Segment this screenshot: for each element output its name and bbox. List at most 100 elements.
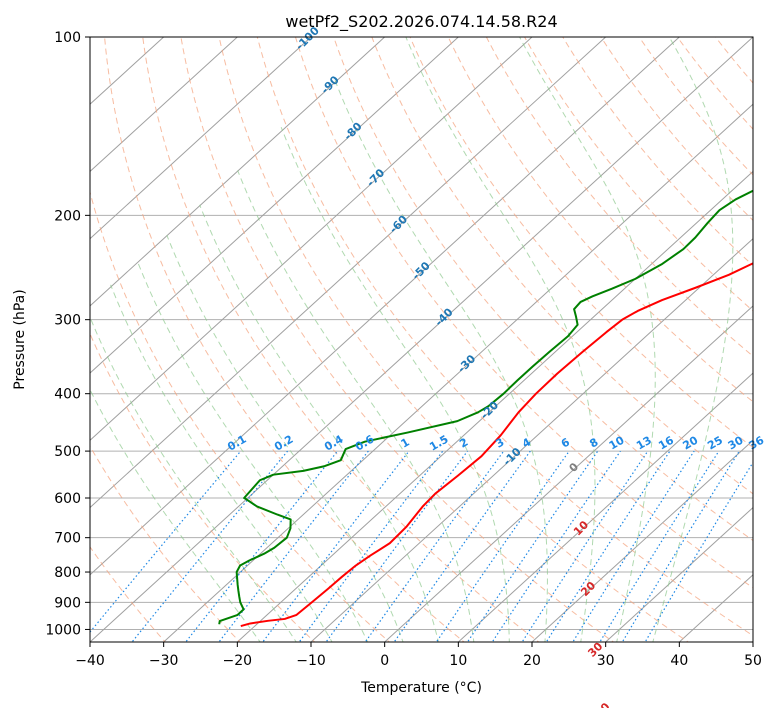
isotherm-line (90, 37, 753, 642)
dewpoint-profile (218, 189, 753, 625)
isotherm-line (604, 506, 753, 642)
x-tick-label: −40 (75, 653, 105, 669)
mixing-ratio-label: 6 (559, 435, 572, 450)
isotherm-label: -30 (455, 352, 478, 375)
mixing-ratio-label: 13 (634, 434, 654, 453)
mixing-ratio-line (393, 450, 531, 642)
dry-adiabat (294, 37, 753, 589)
isotherm-label: -20 (478, 398, 501, 421)
x-tick-label: 20 (523, 653, 541, 669)
isotherm-label: -70 (364, 166, 387, 189)
isotherm-line (90, 37, 607, 509)
y-tick-label: 1000 (45, 622, 81, 638)
dry-adiabat (447, 37, 753, 403)
dry-adiabat (90, 332, 316, 642)
mixing-ratio-line (435, 450, 570, 642)
mixing-ratio-label: 1 (399, 436, 412, 451)
mixing-ratio-label: 0.4 (322, 432, 346, 453)
mixing-ratio-label: 2 (457, 436, 470, 451)
isotherm-label: -40 (432, 305, 455, 328)
dry-adiabat (409, 37, 753, 449)
dry-adiabat (371, 37, 753, 495)
isotherm-line (90, 37, 681, 576)
y-axis-label: Pressure (hPa) (12, 289, 28, 389)
mixing-ratio-line (644, 461, 753, 642)
mixing-ratio-line (131, 450, 289, 642)
isotherm-label: -60 (387, 213, 410, 236)
mixing-ratio-label: 36 (746, 433, 766, 452)
x-tick-label: 50 (744, 653, 762, 669)
mixing-ratio-line (521, 450, 649, 642)
moist-adiabat (334, 79, 548, 642)
isotherm-line (236, 170, 753, 642)
isotherm-label: 20 (578, 579, 598, 599)
y-tick-label: 200 (54, 208, 81, 224)
x-tick-label: 0 (380, 653, 389, 669)
isotherm-label: 0 (567, 460, 582, 475)
mixing-ratio-line (325, 450, 469, 642)
y-tick-label: 800 (54, 565, 81, 581)
isotherm-line (90, 37, 386, 307)
y-tick-label: 600 (54, 491, 81, 507)
dry-adiabat (333, 37, 753, 542)
x-tick-label: 10 (449, 653, 467, 669)
y-tick-label: 400 (54, 387, 81, 403)
dry-adiabat (90, 190, 391, 642)
dry-adiabat (600, 37, 753, 221)
mixing-ratio-line (364, 450, 505, 642)
y-tick-label: 500 (54, 444, 81, 460)
dry-adiabat (142, 37, 540, 642)
dry-adiabat (90, 546, 166, 642)
mixing-ratio-line (599, 450, 720, 642)
isotherm-line (383, 305, 753, 642)
isotherm-line (90, 37, 533, 442)
moist-adiabat (90, 315, 297, 642)
moist-adiabat (199, 204, 439, 642)
y-tick-label: 100 (54, 30, 81, 46)
x-tick-label: −30 (149, 653, 179, 669)
mixing-ratio-line (621, 450, 740, 642)
mixing-ratio-label: 25 (705, 434, 725, 453)
isotherm-label: -90 (319, 73, 342, 96)
moist-adiabat (110, 284, 333, 642)
isotherm-line (457, 372, 753, 642)
mixing-ratio-line (545, 450, 671, 642)
isotherm-label: 10 (571, 518, 591, 538)
mixing-ratio-line (466, 450, 599, 642)
mixing-ratio-line (298, 450, 444, 642)
mixing-ratio-line (218, 450, 369, 642)
y-tick-label: 700 (54, 531, 81, 547)
chart-title: wetPf2_S202.2026.074.14.58.R24 (285, 12, 557, 32)
moist-adiabat (280, 127, 510, 642)
mixing-ratio-line (185, 450, 339, 642)
isotherm-line (310, 237, 753, 642)
y-tick-label: 300 (54, 313, 81, 329)
dry-adiabat (104, 37, 465, 642)
plot-frame (89, 36, 754, 643)
mixing-ratio-line (491, 450, 621, 642)
x-tick-label: −20 (223, 653, 253, 669)
moist-adiabat (652, 37, 734, 642)
isotherm-line (531, 439, 753, 642)
mixing-ratio-label: 8 (587, 436, 600, 451)
x-tick-label: 40 (670, 653, 688, 669)
isotherm-label: -50 (410, 259, 433, 282)
dry-adiabat (180, 37, 615, 642)
isotherm-line (678, 574, 753, 642)
mixing-ratio-label: 0.2 (272, 433, 295, 454)
isotherm-line (90, 37, 239, 173)
isotherm-line (752, 641, 753, 642)
temperature-profile (240, 262, 753, 628)
x-tick-label: −10 (296, 653, 326, 669)
mixing-ratio-label: 16 (656, 433, 676, 452)
mixing-ratio-line (262, 450, 410, 642)
x-tick-label: 30 (597, 653, 615, 669)
x-axis-label: Temperature (°C) (360, 680, 482, 696)
moist-adiabat (518, 37, 656, 642)
isotherm-line (162, 103, 753, 642)
moist-adiabat (405, 37, 596, 642)
dry-adiabat (90, 445, 241, 642)
dry-adiabat (256, 37, 753, 637)
mixing-ratio-label: 0.1 (225, 433, 248, 454)
